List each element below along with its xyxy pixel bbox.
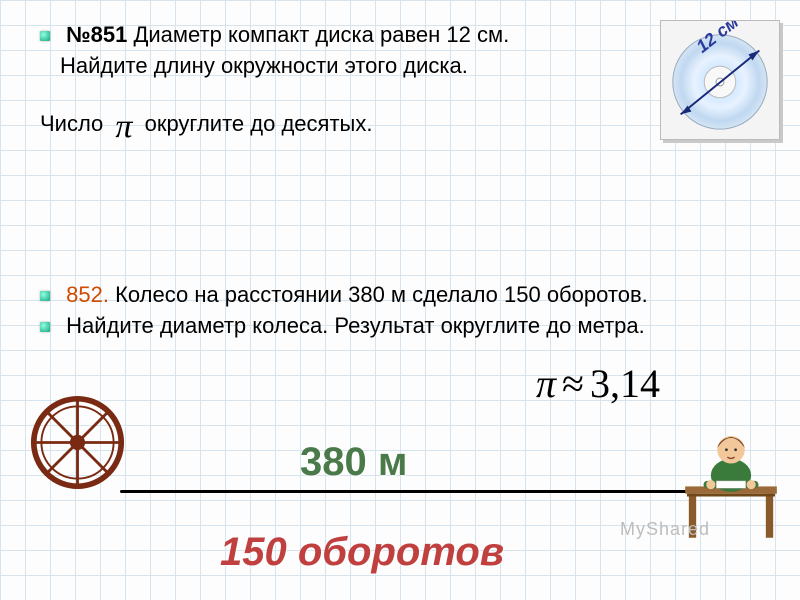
p851-rounding: Число π округлите до десятых. bbox=[40, 108, 372, 146]
p852-line1: Колесо на расстоянии 380 м сделало 150 о… bbox=[115, 282, 648, 307]
cd-illustration: 12 см bbox=[660, 20, 780, 140]
pi-approx: π≈3,14 bbox=[536, 360, 660, 407]
p851-line2: Найдите длину окружности этого диска. bbox=[60, 53, 468, 78]
problem-852: 852. Колесо на расстоянии 380 м сделало … bbox=[40, 280, 780, 342]
p852-number: 852. bbox=[66, 282, 109, 307]
pi-symbol-2: π bbox=[536, 361, 556, 406]
p851-round-post: округлите до десятых. bbox=[145, 111, 373, 136]
wheel-illustration bbox=[30, 395, 125, 490]
revolutions-label: 150 оборотов bbox=[220, 530, 504, 575]
distance-label: 380 м bbox=[300, 440, 407, 485]
problem-851: №851 Диаметр компакт диска равен 12 см. … bbox=[40, 20, 600, 82]
p852-line2: Найдите диаметр колеса. Результат округл… bbox=[66, 313, 645, 338]
p851-line1: Диаметр компакт диска равен 12 см. bbox=[133, 22, 509, 47]
p851-number: №851 bbox=[66, 22, 127, 47]
slide-content: №851 Диаметр компакт диска равен 12 см. … bbox=[0, 0, 800, 600]
p851-round-pre: Число bbox=[40, 111, 103, 136]
watermark: MyShared bbox=[620, 519, 710, 540]
pi-value: 3,14 bbox=[590, 361, 660, 406]
approx-symbol: ≈ bbox=[562, 361, 584, 406]
pi-symbol: π bbox=[115, 108, 132, 146]
bullet-icon bbox=[40, 31, 50, 41]
bullet-icon bbox=[40, 322, 50, 332]
ground-line bbox=[120, 490, 750, 493]
bullet-icon bbox=[40, 291, 50, 301]
